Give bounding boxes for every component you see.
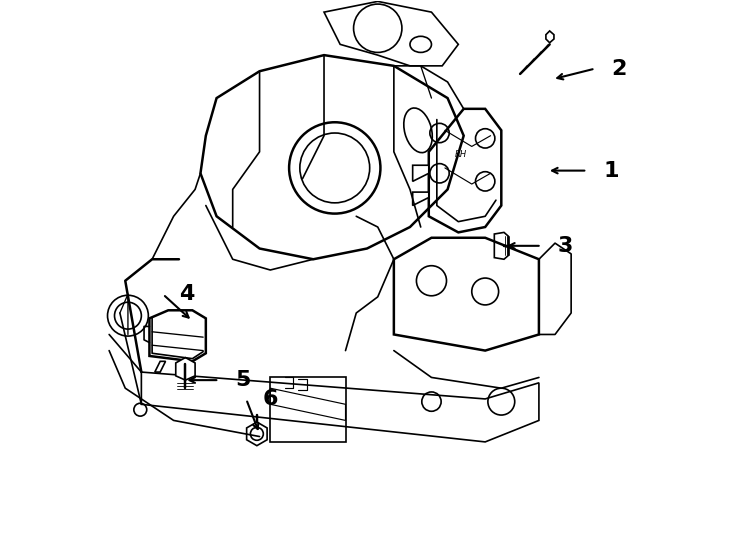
Polygon shape: [155, 361, 166, 372]
Text: 6: 6: [262, 389, 277, 409]
Text: 5: 5: [236, 370, 251, 390]
Text: 3: 3: [558, 236, 573, 256]
Polygon shape: [413, 165, 429, 181]
Polygon shape: [175, 357, 195, 380]
Polygon shape: [179, 361, 189, 372]
Polygon shape: [413, 192, 429, 206]
Text: 2: 2: [611, 58, 627, 78]
Text: 4: 4: [179, 284, 195, 304]
Text: RH: RH: [455, 150, 467, 159]
Polygon shape: [247, 422, 267, 446]
Polygon shape: [494, 232, 508, 259]
Polygon shape: [546, 31, 554, 43]
Polygon shape: [150, 310, 206, 361]
Text: 1: 1: [603, 160, 619, 180]
